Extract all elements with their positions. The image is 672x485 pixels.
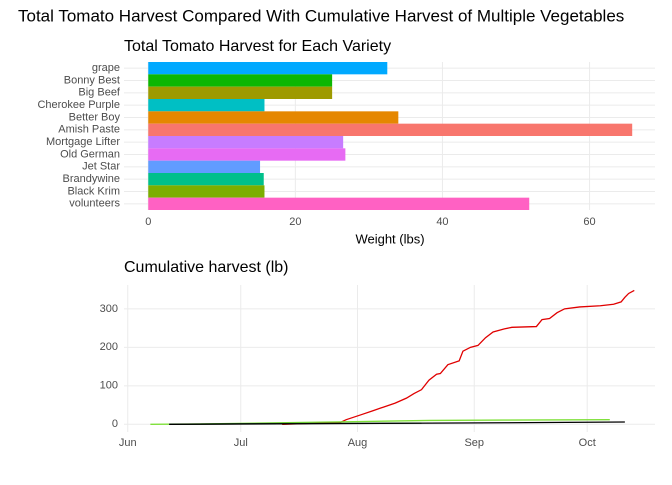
- chart-title: Cumulative harvest (lb): [124, 259, 289, 276]
- y-tick-label: Mortgage Lifter: [46, 136, 120, 148]
- x-tick-label: Jun: [119, 437, 137, 449]
- bar: [148, 86, 333, 99]
- x-tick-label: 40: [436, 216, 448, 228]
- line: [282, 289, 635, 425]
- y-tick-label: grape: [92, 62, 120, 74]
- x-tick-label: Aug: [348, 437, 368, 449]
- y-tick-label: 0: [112, 418, 118, 430]
- bar: [148, 173, 264, 186]
- y-tick-label: Old German: [60, 148, 120, 160]
- chart-title: Total Tomato Harvest for Each Variety: [124, 38, 391, 55]
- x-tick-label: 0: [145, 216, 151, 228]
- bar: [148, 62, 388, 75]
- bar: [148, 160, 261, 173]
- bar: [148, 148, 346, 161]
- y-tick-label: 200: [100, 341, 118, 353]
- bar: [148, 197, 530, 210]
- bar: [148, 74, 333, 87]
- y-tick-label: Brandywine: [63, 173, 120, 185]
- y-tick-label: 100: [100, 380, 118, 392]
- y-tick-label: volunteers: [69, 198, 120, 210]
- bar: [148, 111, 399, 124]
- y-tick-label: 300: [100, 303, 118, 315]
- y-tick-label: Black Krim: [67, 185, 120, 197]
- y-tick-label: Amish Paste: [58, 124, 120, 136]
- bar: [148, 123, 633, 136]
- x-tick-label: Sep: [464, 437, 484, 449]
- x-axis-label: Weight (lbs): [355, 231, 424, 246]
- y-tick-label: Jet Star: [82, 161, 120, 173]
- x-tick-label: Oct: [579, 437, 596, 449]
- y-tick-label: Cherokee Purple: [37, 99, 120, 111]
- page-title: Total Tomato Harvest Compared With Cumul…: [18, 6, 624, 25]
- y-tick-label: Big Beef: [78, 87, 121, 99]
- x-tick-label: 60: [583, 216, 595, 228]
- bar: [148, 99, 265, 112]
- y-tick-label: Bonny Best: [64, 74, 120, 86]
- bar: [148, 185, 265, 198]
- line: [169, 421, 625, 425]
- x-tick-label: 20: [289, 216, 301, 228]
- y-tick-label: Better Boy: [69, 111, 121, 123]
- x-tick-label: Jul: [234, 437, 248, 449]
- bar: [148, 136, 344, 149]
